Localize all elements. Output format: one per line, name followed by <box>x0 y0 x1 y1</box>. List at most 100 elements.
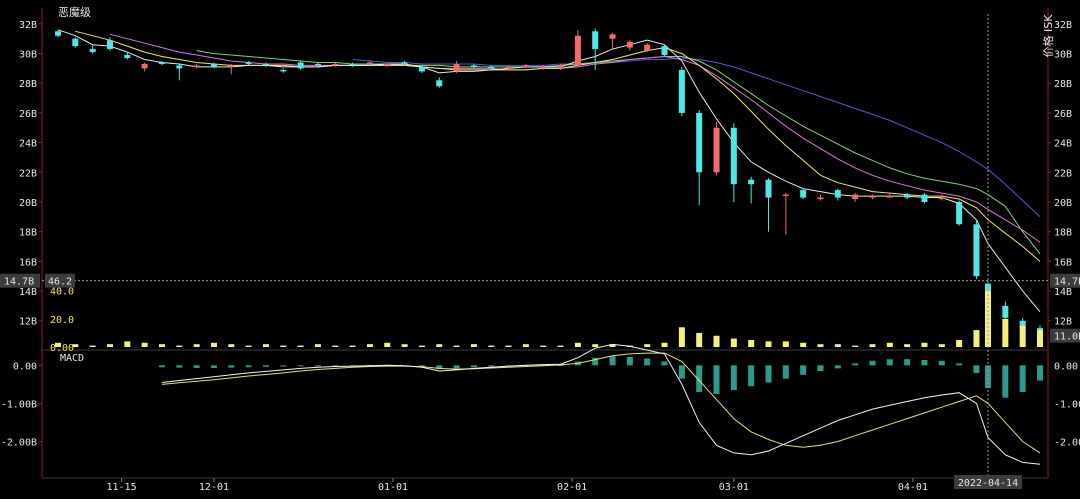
volume-bar[interactable] <box>124 341 131 347</box>
volume-bar[interactable] <box>661 342 668 347</box>
volume-bar[interactable] <box>938 344 945 347</box>
candle[interactable] <box>158 62 165 64</box>
volume-bar[interactable] <box>297 345 304 347</box>
volume-bar[interactable] <box>1002 318 1009 347</box>
candle[interactable] <box>592 31 599 50</box>
candle[interactable] <box>765 179 772 198</box>
macd-histogram-bar[interactable] <box>748 365 755 387</box>
macd-histogram-bar[interactable] <box>193 365 200 368</box>
candle[interactable] <box>557 65 564 69</box>
macd-histogram-bar[interactable] <box>314 365 321 367</box>
macd-histogram-bar[interactable] <box>332 365 339 367</box>
volume-bar[interactable] <box>973 330 980 347</box>
volume-bar[interactable] <box>522 344 529 347</box>
candle[interactable] <box>852 194 859 200</box>
volume-bar[interactable] <box>436 344 443 347</box>
volume-bar[interactable] <box>817 344 824 347</box>
macd-histogram-bar[interactable] <box>869 360 876 366</box>
volume-bar[interactable] <box>713 335 720 347</box>
candle[interactable] <box>574 35 581 66</box>
candle[interactable] <box>661 46 668 56</box>
macd-histogram-bar[interactable] <box>609 356 616 366</box>
candle[interactable] <box>193 65 200 67</box>
candle[interactable] <box>453 63 460 72</box>
candle[interactable] <box>332 63 339 66</box>
volume-bar[interactable] <box>574 342 581 347</box>
macd-histogram-bar[interactable] <box>817 365 824 372</box>
candle[interactable] <box>72 38 79 47</box>
macd-histogram-bar[interactable] <box>661 361 668 366</box>
macd-histogram-bar[interactable] <box>280 365 287 367</box>
candle[interactable] <box>644 44 651 51</box>
candle[interactable] <box>366 62 373 64</box>
volume-bar[interactable] <box>644 344 651 347</box>
volume-bar[interactable] <box>418 345 425 347</box>
macd-histogram-bar[interactable] <box>973 365 980 373</box>
macd-histogram-bar[interactable] <box>782 365 789 379</box>
volume-bar[interactable] <box>1019 325 1026 347</box>
macd-histogram-bar[interactable] <box>418 365 425 367</box>
volume-bar[interactable] <box>314 344 321 347</box>
volume-bar[interactable] <box>141 342 148 347</box>
candle[interactable] <box>505 66 512 69</box>
macd-histogram-bar[interactable] <box>488 365 495 367</box>
candle[interactable] <box>297 62 304 69</box>
candle[interactable] <box>488 66 495 69</box>
candle[interactable] <box>55 31 61 36</box>
volume-bar[interactable] <box>245 345 252 347</box>
macd-histogram-bar[interactable] <box>644 358 651 366</box>
macd-histogram-bar[interactable] <box>158 365 165 368</box>
volume-bar[interactable] <box>834 344 841 347</box>
volume-bar[interactable] <box>89 345 96 347</box>
candle[interactable] <box>1002 305 1009 318</box>
macd-histogram-bar[interactable] <box>678 365 685 379</box>
macd-histogram-bar[interactable] <box>800 365 807 375</box>
candle[interactable] <box>436 80 443 87</box>
macd-histogram-bar[interactable] <box>436 365 443 370</box>
volume-bar[interactable] <box>72 344 79 347</box>
candle[interactable] <box>713 127 720 173</box>
candle[interactable] <box>106 40 113 50</box>
candle[interactable] <box>800 190 807 198</box>
candle[interactable] <box>696 112 703 173</box>
volume-bar[interactable] <box>696 332 703 347</box>
volume-bar[interactable] <box>384 342 391 347</box>
candle[interactable] <box>869 196 876 198</box>
volume-bar[interactable] <box>488 345 495 347</box>
macd-histogram-bar[interactable] <box>921 359 928 366</box>
volume-bar[interactable] <box>106 344 113 347</box>
candle[interactable] <box>349 63 356 66</box>
macd-histogram-bar[interactable] <box>1037 365 1043 381</box>
candle[interactable] <box>176 65 183 69</box>
macd-histogram-bar[interactable] <box>765 365 772 383</box>
candle[interactable] <box>973 224 980 277</box>
macd-histogram-bar[interactable] <box>730 365 737 391</box>
candle[interactable] <box>470 65 477 67</box>
macd-histogram-bar[interactable] <box>696 365 703 392</box>
candle[interactable] <box>678 69 685 113</box>
candle[interactable] <box>609 34 616 39</box>
macd-histogram-bar[interactable] <box>557 364 564 366</box>
volume-bar[interactable] <box>193 344 200 347</box>
volume-bar[interactable] <box>366 344 373 347</box>
volume-bar[interactable] <box>176 345 183 347</box>
candle[interactable] <box>210 63 217 67</box>
candle[interactable] <box>418 66 425 72</box>
candle[interactable] <box>228 65 235 67</box>
candle[interactable] <box>730 127 737 185</box>
volume-bar[interactable] <box>401 344 408 347</box>
volume-bar[interactable] <box>869 344 876 347</box>
candle[interactable] <box>262 63 269 66</box>
candle[interactable] <box>834 190 841 198</box>
volume-bar[interactable] <box>158 344 165 347</box>
volume-bar[interactable] <box>800 342 807 347</box>
macd-histogram-bar[interactable] <box>886 359 893 366</box>
macd-histogram-bar[interactable] <box>834 365 841 369</box>
candle[interactable] <box>921 194 928 202</box>
candle[interactable] <box>782 194 789 197</box>
volume-bar[interactable] <box>748 339 755 347</box>
volume-bar[interactable] <box>765 341 772 347</box>
candle[interactable] <box>384 63 391 66</box>
volume-bar[interactable] <box>280 345 287 347</box>
